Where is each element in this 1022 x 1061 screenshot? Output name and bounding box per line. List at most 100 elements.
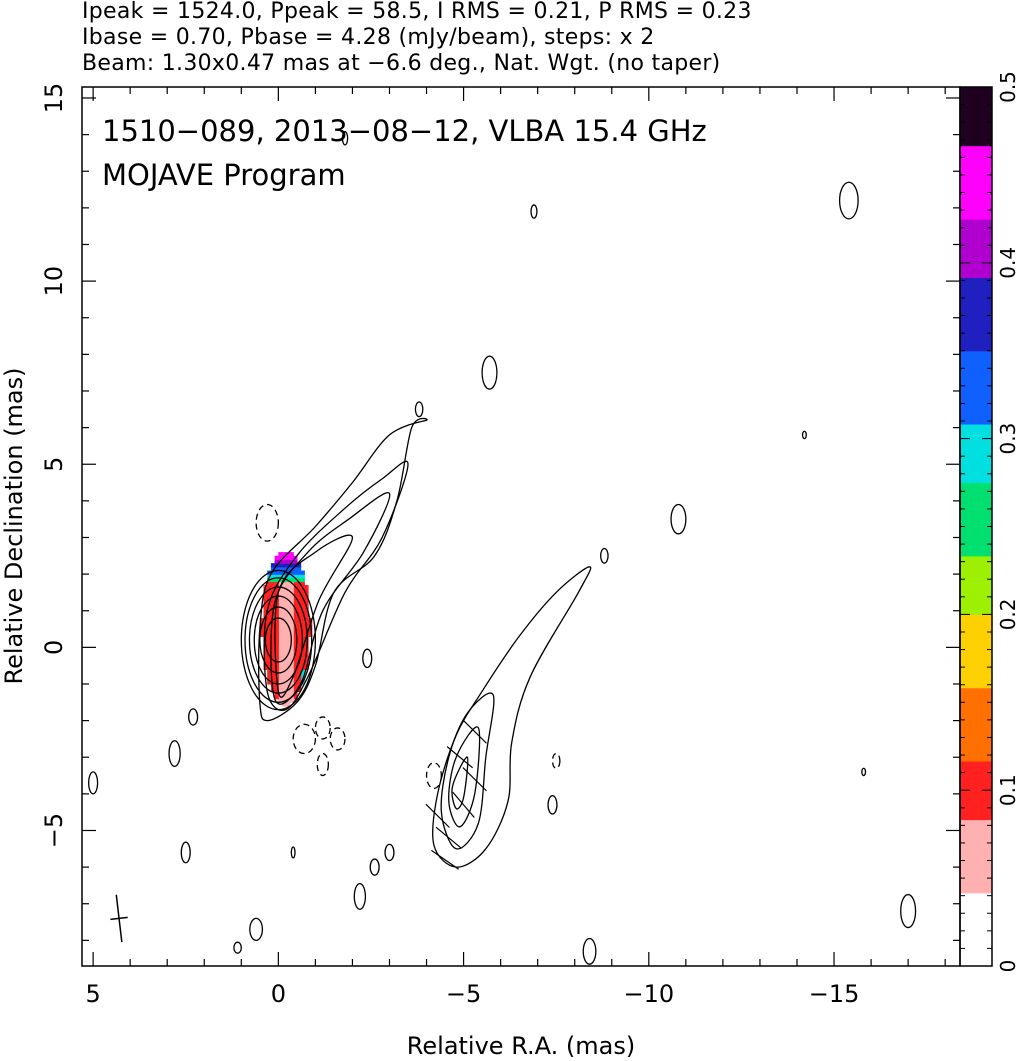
polarization-cell [270, 684, 276, 689]
core-contour [253, 595, 304, 685]
polarization-cell [282, 636, 287, 641]
polarization-vector [462, 719, 487, 744]
polarization-cell [278, 574, 283, 579]
polarization-cell [263, 665, 268, 670]
polarization-cell [285, 621, 291, 626]
polarization-cell [285, 676, 291, 681]
polarization-cell [289, 658, 294, 663]
noise-contour [369, 858, 380, 876]
polarization-cell [270, 651, 276, 656]
colorbar-band [960, 702, 992, 718]
core-contour [240, 569, 317, 711]
polarization-cell [282, 695, 287, 700]
polarization-cell [278, 654, 283, 659]
noise-contour [180, 841, 191, 864]
polarization-cell [293, 643, 298, 648]
polarization-cell [304, 610, 309, 615]
core-contour [248, 586, 308, 694]
negative-contour [314, 716, 331, 740]
polarization-cell [296, 680, 302, 685]
colorbar-band [960, 218, 992, 235]
colorbar-tick-label: 0.5 [996, 71, 1020, 103]
polarization-cell [285, 610, 291, 615]
polarization-cell [300, 614, 305, 619]
polarization-cell [267, 636, 272, 641]
polarization-cell [270, 662, 276, 667]
colorbar-band [960, 570, 992, 586]
polarization-cell [304, 588, 309, 594]
polarization-cell [300, 629, 305, 634]
polarization-cell [270, 599, 276, 605]
polarization-cell [293, 676, 298, 681]
polarization-cell [293, 614, 298, 619]
colorbar-band [960, 438, 992, 454]
noise-contour [249, 917, 264, 942]
noise-contour [530, 204, 538, 219]
polarization-cell [274, 695, 279, 700]
colorbar-band [960, 394, 992, 410]
colorbar-tick-label: 0.3 [996, 423, 1020, 455]
colorbar-band [960, 277, 992, 293]
polarization-cell [300, 607, 305, 612]
polarization-cell [293, 662, 298, 667]
colorbar-band [960, 467, 992, 484]
polarization-cell [267, 643, 272, 648]
polarization-cell [285, 581, 291, 586]
polarization-cell [270, 647, 276, 652]
polarization-cell [296, 636, 302, 641]
negative-contour [316, 752, 330, 777]
polarization-cell [267, 665, 272, 670]
polarization-cell [282, 691, 287, 696]
x-axis-label: Relative R.A. (mas) [407, 1032, 635, 1060]
polarization-cell [278, 636, 283, 641]
polarization-cell [300, 618, 305, 623]
polarization-cell [304, 607, 309, 612]
polarization-cell [267, 676, 272, 681]
polarization-cell [282, 592, 287, 597]
polarization-cell [278, 665, 283, 670]
noise-contour [233, 941, 242, 954]
polarization-cell [267, 651, 272, 656]
polarization-cell [289, 574, 294, 579]
polarization-cell [300, 654, 305, 659]
polarization-cell [293, 610, 298, 615]
negative-contour [551, 752, 561, 769]
polarization-cell [296, 621, 302, 626]
polarization-cell [282, 581, 287, 586]
polarization-cell [267, 581, 272, 586]
polarization-cell [267, 625, 272, 630]
polarization-cell [293, 559, 298, 564]
y-tick-label: 10 [40, 266, 68, 297]
polarization-cell [289, 625, 294, 630]
polarization-cell [278, 607, 283, 612]
polarization-cell [285, 552, 291, 557]
polarization-cell [289, 603, 294, 608]
polarization-cell [278, 643, 283, 648]
noise-contour [547, 795, 558, 815]
polarization-cell [267, 592, 272, 597]
polarization-cell [300, 577, 305, 583]
polarization-cell [282, 658, 287, 663]
polarization-cell [278, 621, 283, 626]
noise-contour [414, 401, 424, 418]
polarization-cell [282, 632, 287, 637]
polarization-cell [282, 702, 287, 707]
polarization-cell [293, 599, 298, 605]
polarization-cell [296, 585, 302, 590]
colorbar-tick-label: 0.1 [996, 774, 1020, 806]
polarization-cell [289, 599, 294, 605]
polarization-cell [263, 658, 268, 663]
polarization-cell [274, 629, 279, 634]
polarization-cell [270, 621, 276, 626]
polarization-cell [296, 570, 302, 575]
noise-contour [838, 181, 859, 220]
polarization-cell [270, 673, 276, 678]
polarization-cell [289, 673, 294, 678]
polarization-cell [289, 607, 294, 612]
colorbar-band [960, 804, 992, 821]
polarization-cell [270, 636, 276, 641]
colorbar-band [960, 511, 992, 528]
polarization-cell [285, 555, 291, 561]
polarization-cell [300, 570, 305, 575]
polarization-cell [293, 570, 298, 575]
